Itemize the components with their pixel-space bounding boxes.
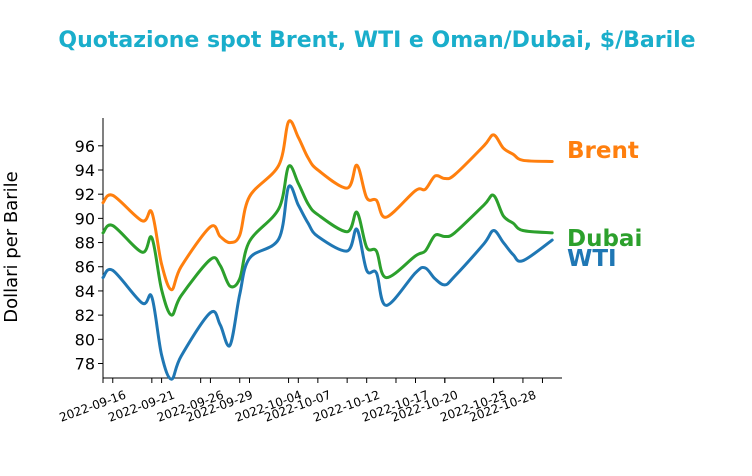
y-tick-label: 92 [75, 185, 95, 204]
y-tick-label: 94 [75, 161, 95, 180]
series-label-brent: Brent [567, 138, 639, 164]
y-tick-label: 86 [75, 258, 95, 277]
y-tick-label: 90 [75, 209, 95, 228]
series-line-brent [101, 119, 554, 292]
y-tick-label: 78 [75, 354, 95, 373]
y-tick-label: 82 [75, 306, 95, 325]
y-tick-label: 96 [75, 137, 95, 156]
y-tick-label: 84 [75, 282, 95, 301]
y-tick-label: 88 [75, 234, 95, 253]
series-label-dubai: Dubai [567, 226, 642, 252]
series-line-dubai [101, 164, 554, 317]
series-label-wti: WTI [567, 246, 617, 272]
axes: 788082848688909294962022-09-162022-09-21… [57, 118, 562, 425]
y-axis-label: Dollari per Barile [1, 171, 22, 323]
chart-title: Quotazione spot Brent, WTI e Oman/Dubai,… [58, 28, 695, 53]
y-tick-label: 80 [75, 330, 95, 349]
series-line-wti [101, 184, 554, 381]
series-lines [101, 119, 554, 381]
